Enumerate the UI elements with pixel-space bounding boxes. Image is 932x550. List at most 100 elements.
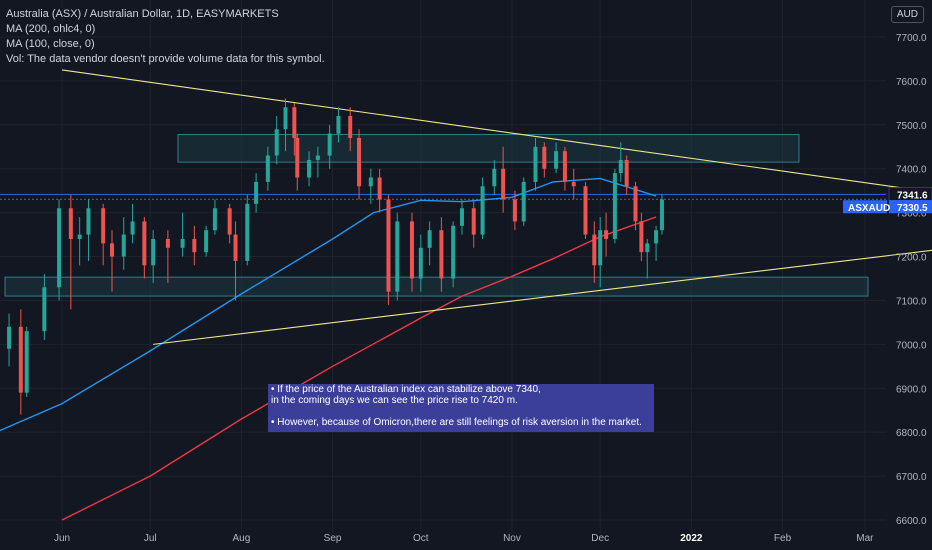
candle[interactable] — [386, 195, 391, 305]
candle[interactable] — [542, 142, 547, 178]
time-axis[interactable]: Jun Jul Aug Sep Oct Nov Dec 2022 Feb Mar — [54, 533, 874, 544]
candle[interactable] — [639, 212, 644, 261]
candle[interactable] — [492, 159, 497, 196]
candle[interactable] — [571, 168, 576, 200]
candle[interactable] — [612, 168, 617, 244]
x-tick-label: Feb — [774, 533, 792, 544]
y-tick-label: 7100.0 — [896, 296, 927, 307]
candle[interactable] — [357, 129, 362, 200]
candle[interactable] — [633, 181, 638, 231]
candle[interactable] — [204, 225, 209, 257]
candle[interactable] — [245, 195, 250, 266]
candle[interactable] — [377, 168, 382, 213]
candle[interactable] — [142, 217, 147, 279]
candle[interactable] — [583, 181, 588, 239]
candle[interactable] — [554, 142, 559, 174]
candle[interactable] — [151, 230, 156, 283]
annotation-box[interactable]: • If the price of the Australian index c… — [268, 384, 654, 432]
candle[interactable] — [654, 225, 659, 261]
candle[interactable] — [86, 199, 91, 261]
candle[interactable] — [512, 190, 517, 231]
support-resistance-zones — [4, 133, 869, 297]
candle[interactable] — [336, 107, 341, 143]
candle[interactable] — [659, 194, 664, 235]
candle[interactable] — [283, 98, 288, 152]
candle[interactable] — [395, 212, 400, 301]
trendlines — [61, 69, 932, 345]
candle-body — [68, 208, 73, 239]
candle[interactable] — [165, 230, 170, 283]
candle[interactable] — [77, 217, 82, 266]
candle-body — [554, 151, 559, 169]
candle[interactable] — [645, 238, 650, 279]
candle-body — [274, 129, 279, 156]
ascending-trendline[interactable] — [153, 248, 932, 345]
candle[interactable] — [471, 199, 476, 248]
symbol-title[interactable]: Australia (ASX) / Australian Dollar, 1D,… — [6, 8, 279, 20]
candle[interactable] — [521, 177, 526, 226]
candle-body — [451, 225, 456, 279]
candle[interactable] — [292, 102, 297, 156]
candle[interactable] — [409, 212, 414, 292]
candle[interactable] — [592, 221, 597, 283]
ma100-legend[interactable]: MA (100, close, 0) — [6, 38, 95, 50]
candle-body — [598, 230, 603, 266]
candle[interactable] — [109, 230, 114, 292]
candle[interactable] — [368, 168, 373, 204]
candle[interactable] — [348, 107, 353, 152]
candle-body — [233, 234, 238, 261]
x-tick-label: Dec — [591, 533, 609, 544]
candle[interactable] — [233, 221, 238, 301]
candle[interactable] — [130, 203, 135, 244]
candle-body — [418, 247, 423, 279]
candle[interactable] — [265, 146, 270, 191]
candle-body — [386, 199, 391, 292]
candle[interactable] — [227, 203, 232, 244]
candle-body — [295, 137, 300, 178]
candle[interactable] — [562, 146, 567, 191]
candle[interactable] — [212, 199, 217, 235]
candle[interactable] — [315, 146, 320, 178]
ma200-legend[interactable]: MA (200, ohlc4, 0) — [6, 23, 96, 35]
candle[interactable] — [274, 116, 279, 165]
candle[interactable] — [7, 313, 12, 367]
candle-body — [292, 107, 297, 138]
candle[interactable] — [101, 203, 106, 266]
candle[interactable] — [427, 221, 432, 266]
candle[interactable] — [451, 221, 456, 288]
descending-trendline[interactable] — [61, 69, 932, 195]
candle[interactable] — [459, 199, 464, 235]
candle[interactable] — [24, 326, 29, 398]
candle[interactable] — [295, 133, 300, 191]
candle[interactable] — [439, 217, 444, 292]
chart-legend: Australia (ASX) / Australian Dollar, 1D,… — [6, 7, 325, 67]
candle[interactable] — [480, 177, 485, 239]
ma200-line[interactable] — [0, 177, 657, 443]
candle[interactable] — [598, 217, 603, 288]
candle[interactable] — [121, 217, 126, 270]
currency-button[interactable]: AUD — [890, 6, 924, 23]
support-zone[interactable] — [4, 276, 869, 297]
candle[interactable] — [254, 173, 259, 213]
candle[interactable] — [180, 212, 185, 257]
candle[interactable] — [307, 151, 312, 187]
candle[interactable] — [57, 199, 62, 301]
candle[interactable] — [604, 212, 609, 257]
candle[interactable] — [68, 195, 73, 310]
x-tick-label: Jul — [144, 533, 157, 544]
candle[interactable] — [192, 225, 197, 266]
candle[interactable] — [418, 234, 423, 292]
candle[interactable] — [533, 137, 538, 191]
candle[interactable] — [624, 155, 629, 196]
candlesticks[interactable] — [0, 98, 664, 415]
candle[interactable] — [501, 146, 506, 213]
ma100-line[interactable] — [61, 216, 657, 521]
candle[interactable] — [42, 274, 47, 340]
candle-body — [459, 208, 464, 226]
candle[interactable] — [618, 142, 623, 182]
price-axis[interactable]: 7700.0 7600.0 7500.0 7400.0 7300.0 7200.0 7100… — [896, 33, 927, 527]
resistance-zone[interactable] — [177, 133, 800, 163]
candle[interactable] — [327, 124, 332, 169]
candle[interactable] — [18, 309, 23, 415]
